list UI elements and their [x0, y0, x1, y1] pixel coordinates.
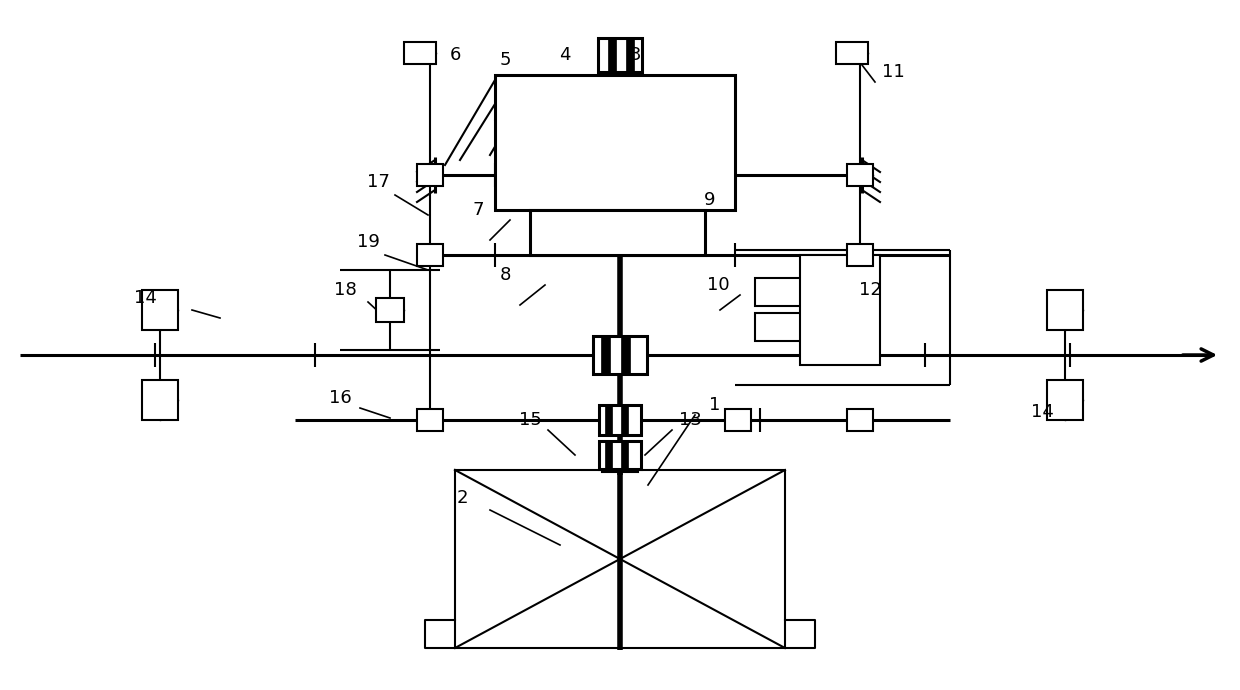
Text: 19: 19 [357, 233, 379, 251]
Text: 3: 3 [629, 46, 641, 64]
Text: 2: 2 [456, 489, 467, 507]
Bar [800, 255, 880, 365]
Bar [755, 278, 807, 306]
Bar [725, 409, 751, 431]
Text: 10: 10 [707, 276, 729, 294]
Bar [621, 405, 627, 435]
Text: 12: 12 [858, 281, 882, 299]
Bar [417, 409, 443, 431]
Bar [1047, 380, 1083, 420]
Bar [495, 75, 735, 210]
Bar [599, 441, 641, 469]
Bar [529, 210, 706, 255]
Bar [847, 409, 873, 431]
Bar [847, 164, 873, 186]
Bar [836, 42, 868, 64]
Text: 13: 13 [678, 411, 702, 429]
Bar [605, 441, 613, 469]
Text: 7: 7 [472, 201, 484, 219]
Text: 6: 6 [449, 46, 461, 64]
Text: 4: 4 [559, 46, 570, 64]
Bar [1047, 290, 1083, 330]
Bar [626, 38, 634, 72]
Text: 14: 14 [1030, 403, 1054, 421]
Text: 16: 16 [329, 389, 351, 407]
Text: 9: 9 [704, 191, 715, 209]
Bar [404, 42, 436, 64]
Bar [376, 298, 404, 322]
Bar [593, 336, 647, 374]
Text: 15: 15 [518, 411, 542, 429]
Bar [601, 450, 639, 472]
Bar [598, 38, 642, 72]
Bar [605, 405, 613, 435]
Bar [143, 380, 179, 420]
Bar [417, 244, 443, 266]
Bar [608, 38, 616, 72]
Bar [143, 290, 179, 330]
Text: 17: 17 [367, 173, 389, 191]
Bar [601, 336, 610, 374]
Bar [417, 164, 443, 186]
Text: 11: 11 [882, 63, 904, 81]
Bar [599, 405, 641, 435]
Text: 5: 5 [500, 51, 511, 69]
Text: 14: 14 [134, 289, 156, 307]
Text: 1: 1 [709, 396, 720, 414]
Bar [755, 313, 807, 341]
Bar [621, 336, 630, 374]
Bar [621, 441, 627, 469]
Bar [847, 244, 873, 266]
Text: 8: 8 [500, 266, 511, 284]
Text: 18: 18 [334, 281, 356, 299]
